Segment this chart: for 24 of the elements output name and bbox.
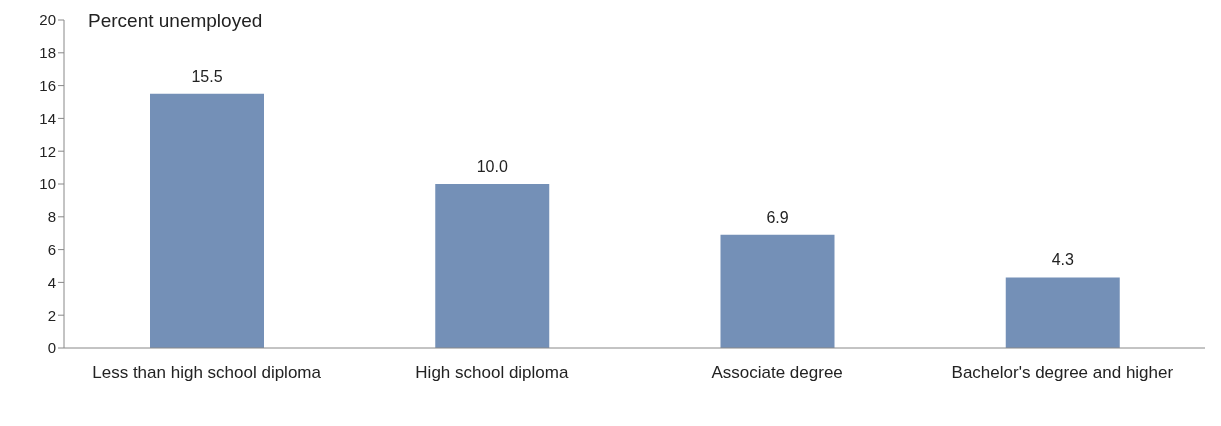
data-label: 10.0 bbox=[476, 158, 508, 175]
y-tick-label: 10 bbox=[39, 175, 56, 193]
y-tick-label: 18 bbox=[39, 44, 56, 62]
data-label: 6.9 bbox=[766, 208, 789, 226]
y-tick-label: 4 bbox=[47, 273, 56, 291]
x-tick-label: High school diploma bbox=[415, 363, 569, 383]
y-tick-label: 2 bbox=[47, 306, 56, 324]
y-tick-label: 0 bbox=[47, 339, 56, 357]
bar bbox=[435, 184, 550, 348]
y-tick-label: 16 bbox=[39, 76, 56, 94]
y-tick-label: 8 bbox=[47, 208, 56, 226]
data-label: 4.3 bbox=[1051, 251, 1074, 269]
y-tick-label: 6 bbox=[47, 240, 56, 258]
y-tick-label: 14 bbox=[39, 109, 56, 127]
y-tick-label: 20 bbox=[39, 11, 56, 29]
data-label: 15.5 bbox=[191, 67, 223, 85]
x-tick-label: Bachelor's degree and higher bbox=[951, 363, 1174, 383]
bar bbox=[150, 93, 264, 348]
x-tick-label: Less than high school diploma bbox=[92, 363, 322, 383]
bar bbox=[720, 234, 835, 348]
y-tick-label: 12 bbox=[39, 142, 56, 160]
x-tick-label: Associate degree bbox=[711, 363, 843, 383]
bar bbox=[1005, 277, 1120, 348]
y-axis-title: Percent unemployed bbox=[88, 10, 263, 32]
